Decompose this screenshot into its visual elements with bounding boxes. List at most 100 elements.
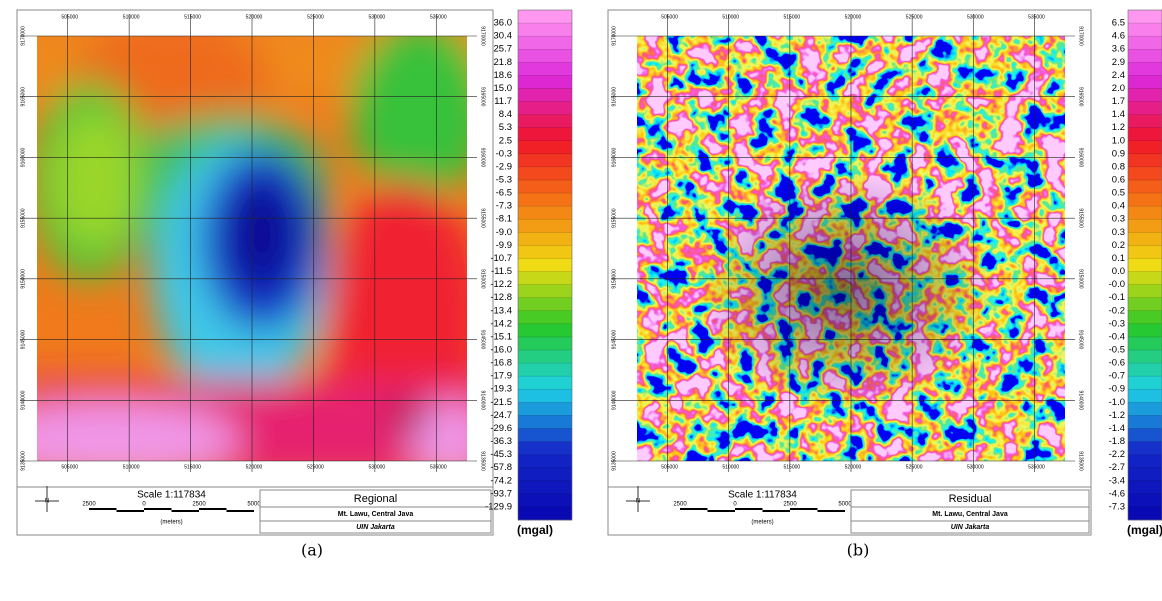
colorbar-swatch: [1128, 310, 1162, 325]
x-tick-label: 510000: [123, 464, 140, 470]
colorbar-swatch: [1128, 75, 1162, 89]
colorbar-label: -19.3: [490, 384, 512, 395]
x-tick-label: 525000: [906, 464, 923, 470]
scale-bar: [817, 510, 845, 512]
colorbar-label: -57.8: [490, 462, 512, 473]
colorbar-label: -21.5: [490, 397, 512, 408]
colorbar-swatch: [518, 140, 572, 155]
colorbar-label: -0.0: [1109, 279, 1125, 290]
colorbar-swatch: [1128, 88, 1162, 102]
colorbar-label: 5.3: [499, 122, 512, 133]
colorbar-label: 1.0: [1112, 135, 1125, 146]
colorbar-label: -0.7: [1109, 371, 1125, 382]
colorbar-swatch: [1128, 232, 1162, 246]
x-tick-label: 510000: [722, 464, 739, 470]
colorbar-swatch: [518, 376, 572, 390]
y-tick-label: 9150000: [611, 269, 617, 289]
colorbar-swatch: [518, 467, 572, 482]
map-organization: UIN Jakarta: [356, 524, 395, 531]
colorbar-label: 0.6: [1112, 175, 1125, 186]
colorbar-swatch: [1128, 180, 1162, 194]
colorbar-label: -9.9: [496, 240, 512, 251]
colorbar-label: -8.1: [496, 214, 512, 225]
colorbar-label: 1.7: [1112, 96, 1125, 107]
colorbar-label: -5.3: [496, 175, 512, 186]
y-tick-label: 9160000: [1078, 148, 1084, 168]
colorbar-label: -11.5: [491, 266, 512, 277]
colorbar-label: -17.9: [490, 371, 512, 382]
scale-text: Scale 1:117834: [137, 490, 206, 501]
colorbar-label: 2.9: [1112, 57, 1125, 68]
colorbar-swatch: [1128, 101, 1162, 115]
colorbar-label: 4.6: [1112, 31, 1125, 42]
colorbar-label: 0.2: [1112, 240, 1125, 251]
colorbar-swatch: [518, 336, 572, 351]
scale-tick: 2500: [192, 502, 206, 508]
map-center: [695, 170, 995, 410]
colorbar-label: 21.8: [494, 57, 513, 68]
colorbar-swatch: [518, 88, 572, 102]
y-tick-label: 9155000: [20, 208, 26, 228]
colorbar-unit: (mgal): [1127, 523, 1162, 537]
colorbar-swatch: [1128, 415, 1162, 429]
colorbar-label: 3.6: [1112, 44, 1125, 55]
y-tick-label: 9160000: [20, 147, 26, 167]
scale-bar: [144, 508, 172, 510]
colorbar-swatch: [1128, 441, 1162, 455]
colorbar-label: -2.7: [1109, 462, 1125, 473]
colorbar-swatch: [518, 153, 572, 168]
scale-tick: 0: [142, 502, 146, 508]
colorbar-swatch: [1128, 114, 1162, 128]
y-tick-label: 9145000: [480, 330, 486, 350]
colorbar-label: 8.4: [499, 109, 512, 120]
colorbar-swatch: [518, 284, 572, 298]
colorbar-label: -24.7: [490, 410, 512, 421]
colorbar-swatch: [518, 75, 572, 89]
colorbar-label: -29.6: [490, 423, 512, 434]
colorbar-swatch: [1128, 258, 1162, 272]
scale-bar: [89, 508, 117, 510]
colorbar-label: -7.3: [1109, 501, 1125, 512]
x-tick-label: 530000: [369, 14, 386, 20]
colorbar-swatch: [1128, 493, 1162, 508]
colorbar-swatch: [1128, 467, 1162, 482]
colorbar-frame: [517, 9, 573, 521]
y-tick-label: 9165000: [480, 87, 486, 107]
colorbar-label: -7.3: [496, 201, 512, 212]
colorbar-label: 36.0: [494, 18, 513, 29]
y-tick-label: 9160000: [611, 147, 617, 167]
x-tick-label: 515000: [184, 14, 201, 20]
colorbar-swatch: [1128, 428, 1162, 442]
colorbar-label: -1.0: [1109, 397, 1125, 408]
colorbar-label: 0.4: [1112, 201, 1125, 212]
scale-tick: 0: [733, 502, 737, 508]
colorbar-swatch: [1128, 206, 1162, 220]
colorbar-label: -0.1: [1109, 292, 1125, 303]
y-tick-label: 9170000: [20, 26, 26, 46]
colorbar-label: -1.2: [1109, 410, 1125, 421]
colorbar-swatch: [1128, 140, 1162, 155]
colorbar-label: 1.2: [1112, 122, 1125, 133]
colorbar-label: 2.0: [1112, 83, 1125, 94]
colorbar-swatch: [518, 297, 572, 312]
y-tick-label: 9165000: [20, 87, 26, 107]
scale-bar: [116, 510, 144, 512]
colorbar-label: -1.4: [1109, 423, 1125, 434]
scale-tick: 5000: [838, 502, 852, 508]
x-tick-label: 505000: [661, 464, 678, 470]
colorbar-label: -1.8: [1109, 436, 1125, 447]
map-location: Mt. Lawu, Central Java: [932, 511, 1008, 518]
colorbar-swatch: [518, 62, 572, 76]
y-tick-label: 9155000: [480, 208, 486, 228]
colorbar-label: -9.0: [496, 227, 512, 238]
scale-bar: [226, 510, 254, 512]
colorbar-swatch: [1128, 323, 1162, 338]
colorbar-swatch: [1128, 36, 1162, 50]
x-tick-label: 520000: [246, 464, 263, 470]
colorbar-label: 30.4: [494, 31, 513, 42]
colorbar-label: -0.5: [1109, 345, 1125, 356]
colorbar-label: -0.2: [1109, 305, 1125, 316]
blob: [37, 400, 240, 461]
blob: [227, 180, 297, 290]
